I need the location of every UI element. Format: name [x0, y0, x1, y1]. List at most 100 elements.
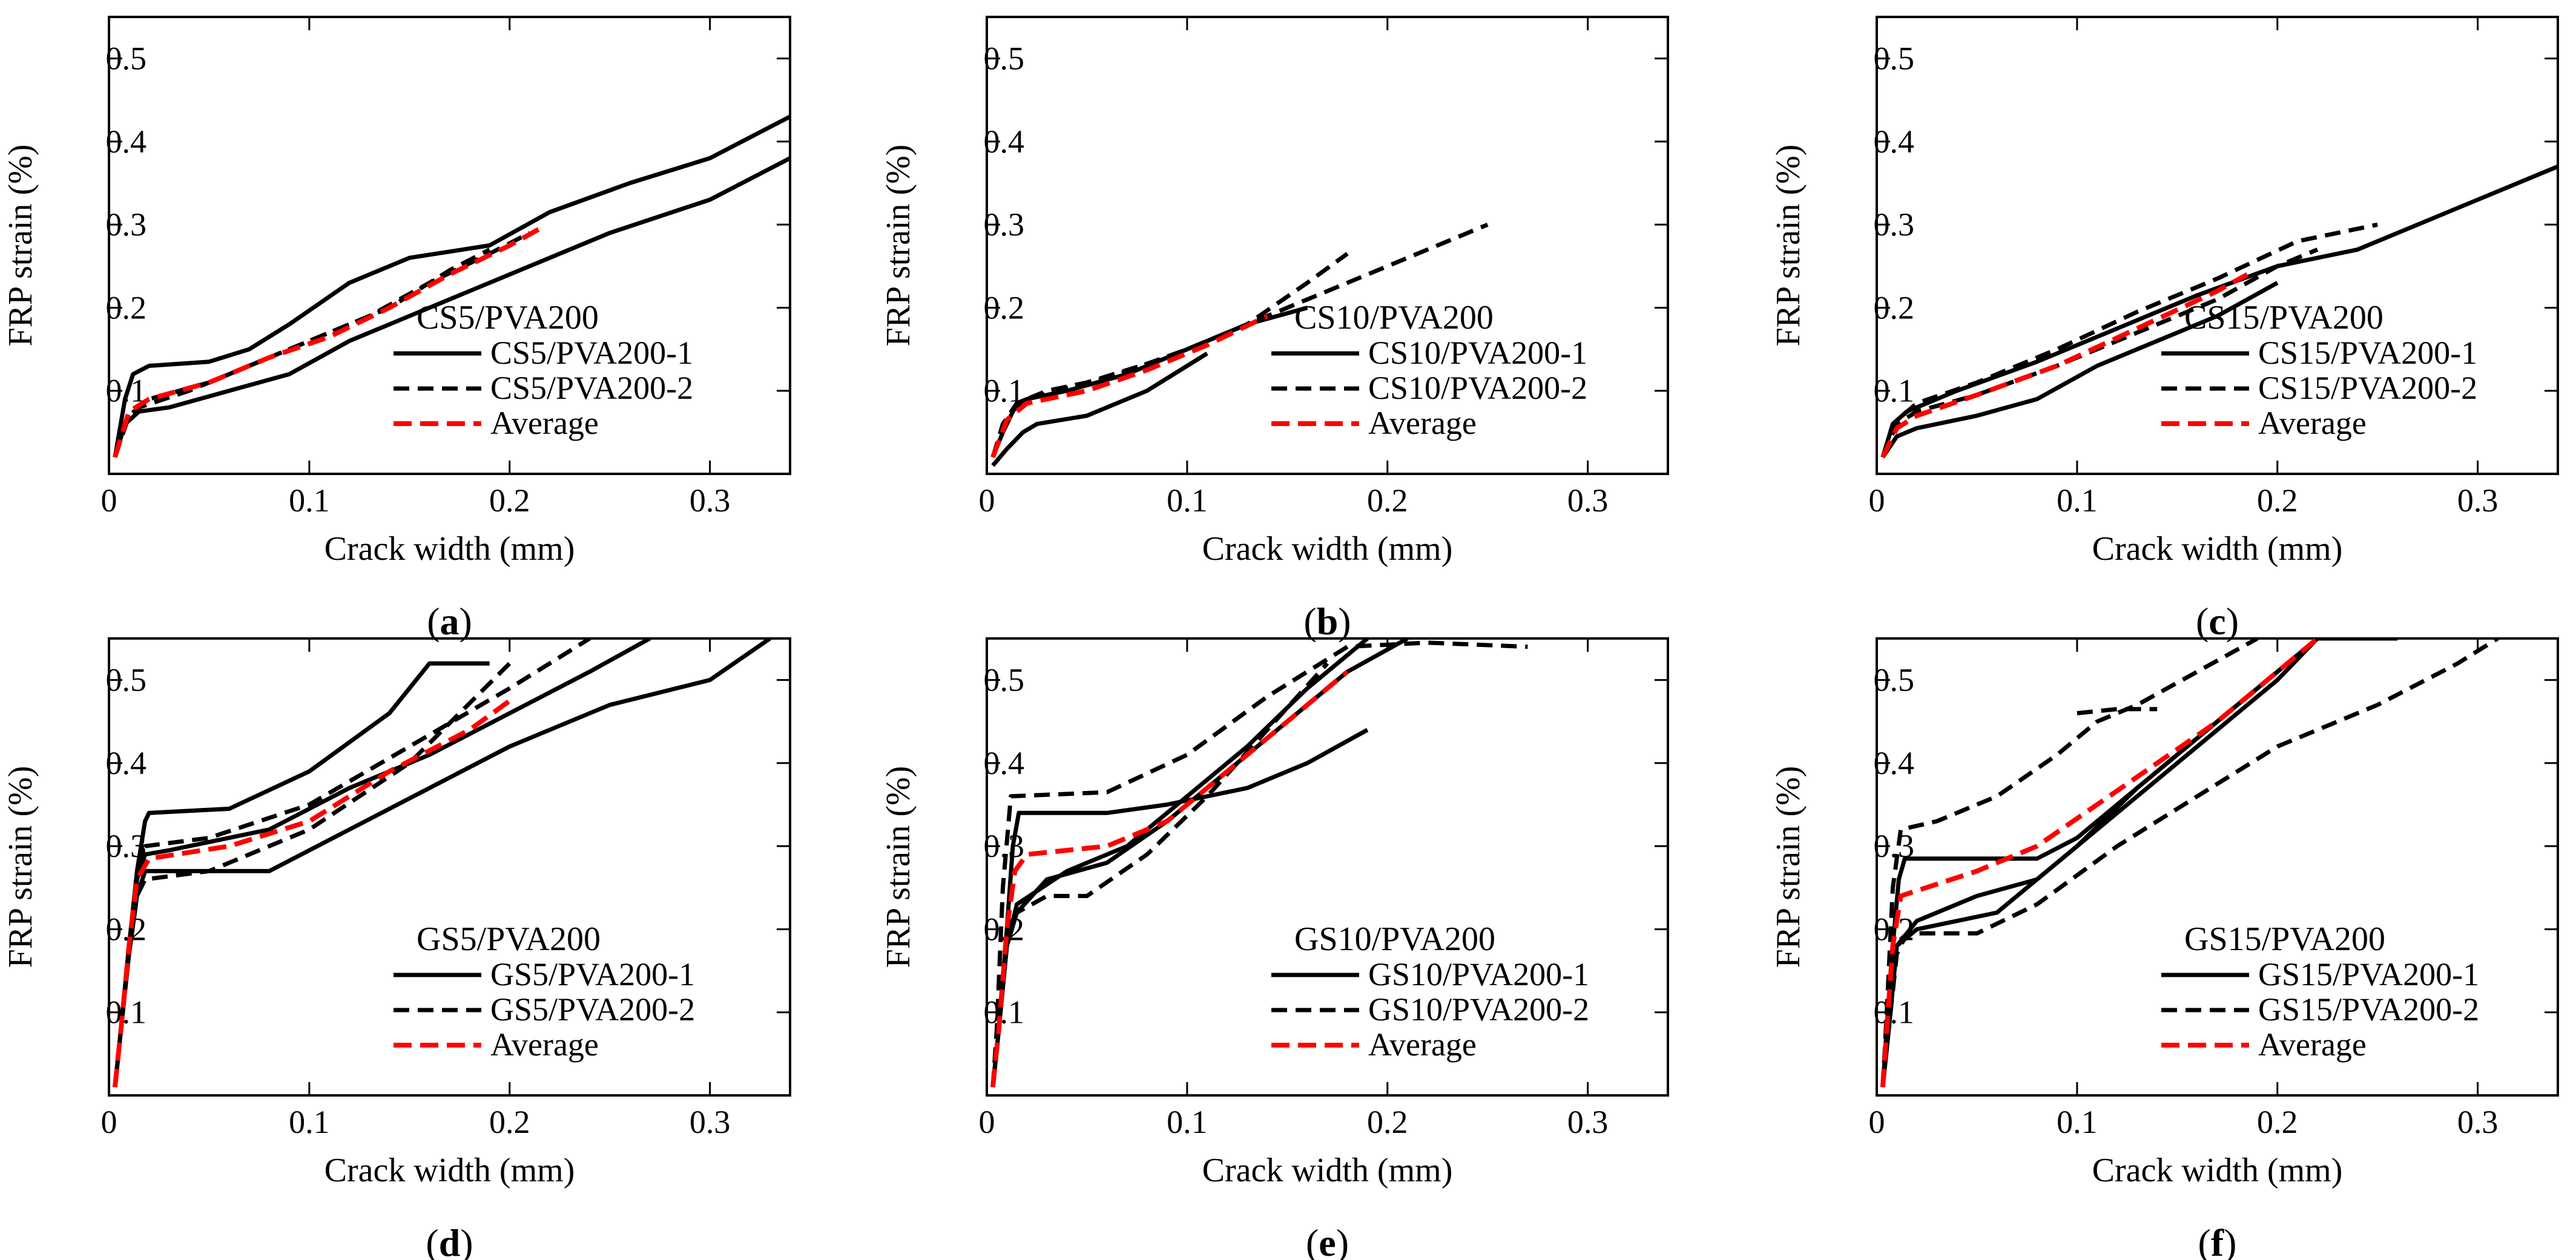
panel-label-open: ( [2198, 1221, 2211, 1260]
series-line-solid [1881, 281, 2279, 459]
y-tick-label: 0.4 [984, 123, 1025, 160]
panel-label-open: ( [426, 1221, 438, 1260]
x-tick-label: 0.2 [489, 482, 530, 519]
series-line-solid [990, 638, 1369, 1088]
series-line-solid [1880, 638, 2319, 1088]
y-axis-label: FRP strain (%) [1770, 145, 1807, 347]
panel-label-close: ) [460, 600, 472, 643]
series-line-average [990, 669, 1349, 1088]
legend-label: GS15/PVA200-2 [2258, 991, 2479, 1028]
y-tick-label: 0.2 [1874, 289, 1915, 326]
panel-label-letter: d [439, 1221, 461, 1260]
panel-label-open: ( [1306, 1221, 1319, 1260]
x-tick-label: 0.2 [1367, 1104, 1408, 1140]
y-tick-label: 0.5 [1874, 662, 1915, 698]
series-line-average [990, 313, 1268, 458]
series-group [112, 638, 771, 1088]
y-tick-label: 0.2 [106, 911, 147, 947]
series-line-dashed [1880, 222, 2378, 458]
series-line-solid [113, 114, 790, 458]
series-line-dashed [990, 252, 1349, 458]
legend-label: GS15/PVA200-1 [2258, 956, 2479, 993]
series-line-dashed [990, 661, 1329, 1088]
series-line-average [1880, 272, 2249, 459]
plot-frame [108, 637, 791, 1097]
x-tick-label: 0 [979, 1104, 995, 1140]
legend-label: Average [1368, 1026, 1477, 1063]
legend-label: GS5/PVA200-2 [490, 991, 695, 1028]
legend-label: CS5/PVA200-1 [490, 335, 693, 371]
y-tick-label: 0.4 [106, 123, 147, 160]
x-tick-label: 0.1 [289, 1104, 330, 1140]
y-tick-label: 0.1 [984, 994, 1025, 1031]
panel-label-open: ( [2196, 600, 2209, 643]
panel-label: (c) [2196, 600, 2239, 643]
y-tick-label: 0.2 [984, 289, 1025, 326]
panel-label: (b) [1303, 600, 1351, 643]
legend-label: Average [1368, 405, 1477, 441]
x-tick-label: 0.1 [1167, 1104, 1208, 1140]
legend-label: CS5/PVA200-2 [490, 370, 693, 406]
series-line-dashed [1880, 638, 2259, 1088]
panel-label-letter: b [1317, 600, 1339, 643]
x-tick-label: 0.1 [2057, 482, 2098, 519]
y-tick-label: 0.4 [984, 745, 1025, 781]
series-line-dashed [113, 661, 512, 1088]
series-line-solid [113, 661, 490, 1088]
legend-title: CS15/PVA200 [2184, 299, 2383, 336]
plot-frame [1876, 16, 2559, 475]
panel-label: (e) [1306, 1221, 1349, 1260]
y-tick-label: 0.4 [1874, 745, 1915, 781]
panel-label: (a) [427, 600, 472, 643]
series-line-solid [1880, 164, 2558, 458]
panel-label-close: ) [1336, 1221, 1349, 1260]
legend-label: CS10/PVA200-2 [1368, 370, 1587, 406]
panel-label-open: ( [1303, 600, 1316, 643]
plot-frame [108, 16, 791, 475]
series-group [990, 222, 1489, 467]
y-tick-label: 0.1 [1874, 373, 1915, 409]
plot-frame [986, 16, 1669, 475]
series-line-dashed [1880, 248, 2319, 458]
legend-label: GS5/PVA200-1 [490, 956, 695, 993]
x-tick-label: 0.3 [1567, 1104, 1609, 1140]
panel-label: (d) [426, 1221, 473, 1260]
x-tick-label: 0 [101, 482, 117, 519]
panel-label-close: ) [460, 1221, 473, 1260]
legend-label: CS15/PVA200-1 [2258, 335, 2477, 371]
y-tick-label: 0.3 [106, 206, 147, 243]
legend-title: GS15/PVA200 [2184, 920, 2385, 958]
x-tick-label: 0.1 [2057, 1104, 2098, 1140]
x-axis-label: Crack width (mm) [324, 530, 575, 568]
series-line-solid [990, 727, 1369, 1088]
series-line-solid [1880, 638, 2319, 1088]
y-axis-label: FRP strain (%) [2, 145, 39, 347]
x-tick-label: 0.3 [1567, 482, 1609, 519]
y-axis-label: FRP strain (%) [1770, 766, 1807, 968]
y-axis-label: FRP strain (%) [880, 766, 917, 968]
legend-label: GS10/PVA200-1 [1368, 956, 1589, 993]
y-axis-label: FRP strain (%) [880, 145, 917, 347]
x-axis-label: Crack width (mm) [324, 1152, 575, 1189]
x-tick-label: 0.3 [690, 482, 731, 519]
series-group [1880, 638, 2499, 1088]
series-line-average [112, 698, 512, 1088]
plot-frame [1876, 637, 2559, 1097]
x-tick-label: 0.3 [2457, 482, 2499, 519]
x-tick-label: 0 [101, 1104, 117, 1140]
y-tick-label: 0.5 [106, 41, 147, 77]
series-line-average [1880, 638, 2319, 1088]
series-line-average [113, 226, 541, 458]
panel-label-letter: a [440, 600, 460, 643]
y-tick-label: 0.2 [106, 289, 147, 326]
y-axis-label: FRP strain (%) [2, 766, 39, 968]
legend-label: Average [490, 1026, 599, 1063]
plot-frame [986, 637, 1669, 1097]
legend-label: Average [2258, 1026, 2367, 1063]
x-tick-label: 0 [1869, 482, 1885, 519]
series-line-solid [990, 638, 1409, 1088]
